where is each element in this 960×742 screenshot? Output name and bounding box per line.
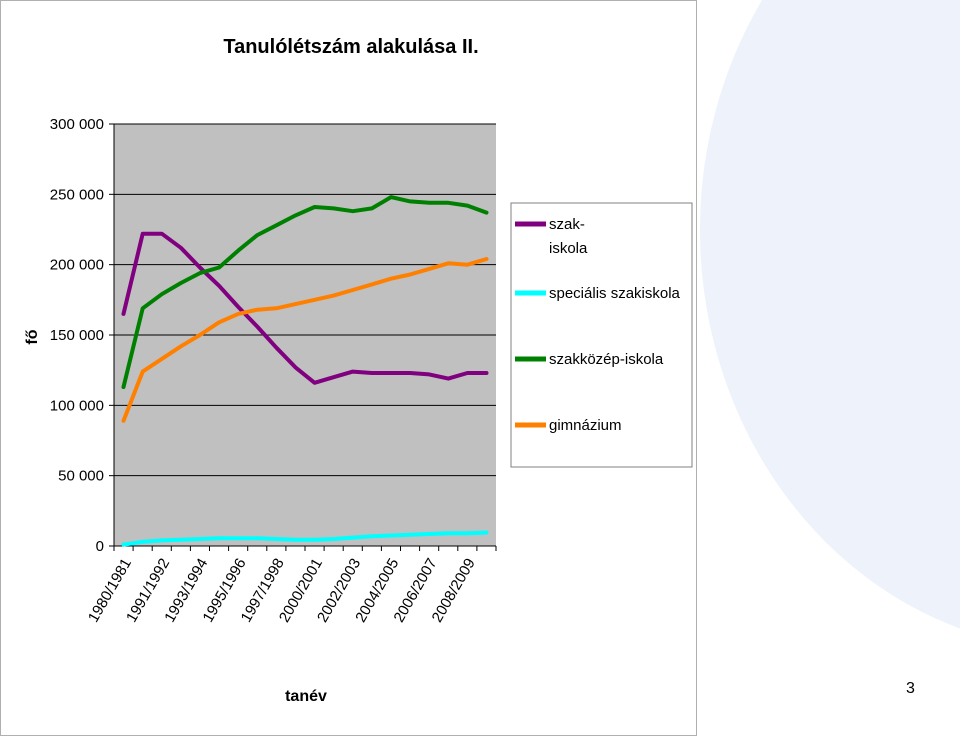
series-line-1 — [121, 530, 489, 547]
slide-number: 3 — [906, 680, 915, 697]
legend-label-1: speciális szakiskola — [549, 285, 681, 302]
y-tick-label: 0 — [96, 538, 104, 555]
y-tick-label: 50 000 — [58, 468, 104, 485]
legend-label-0: szak-iskola — [549, 216, 588, 257]
series-lines — [121, 195, 489, 547]
y-axis: 0 50 000 100 000 150 000 200 000 250 000 300 0… — [50, 116, 115, 555]
y-tick-label: 150 000 — [50, 327, 104, 344]
chart-frame: Tanulólétszám alakulása II. 0 50 000 100 0… — [0, 0, 697, 736]
series-line-3 — [121, 257, 489, 423]
y-tick-label: 300 000 — [50, 116, 104, 133]
legend: szak-iskola speciális szakiskola szakközép… — [510, 202, 693, 468]
x-axis-label: tanév — [285, 688, 327, 705]
y-tick-label: 250 000 — [50, 186, 104, 203]
y-tick-label: 200 000 — [50, 257, 104, 274]
legend-label-2: szakközép-iskola — [549, 351, 664, 368]
series-line-0 — [121, 231, 489, 385]
line-chart: Tanulólétszám alakulása II. 0 50 000 100 0… — [24, 36, 693, 705]
series-line-2 — [121, 195, 489, 389]
chart-title: Tanulólétszám alakulása II. — [223, 36, 478, 58]
background-swoosh — [700, 0, 960, 629]
x-axis: 1980/19811991/19921993/19941995/19961997… — [85, 545, 497, 625]
y-axis-label: fő — [24, 329, 41, 344]
y-tick-label: 100 000 — [50, 397, 104, 414]
legend-label-3: gimnázium — [549, 417, 622, 434]
